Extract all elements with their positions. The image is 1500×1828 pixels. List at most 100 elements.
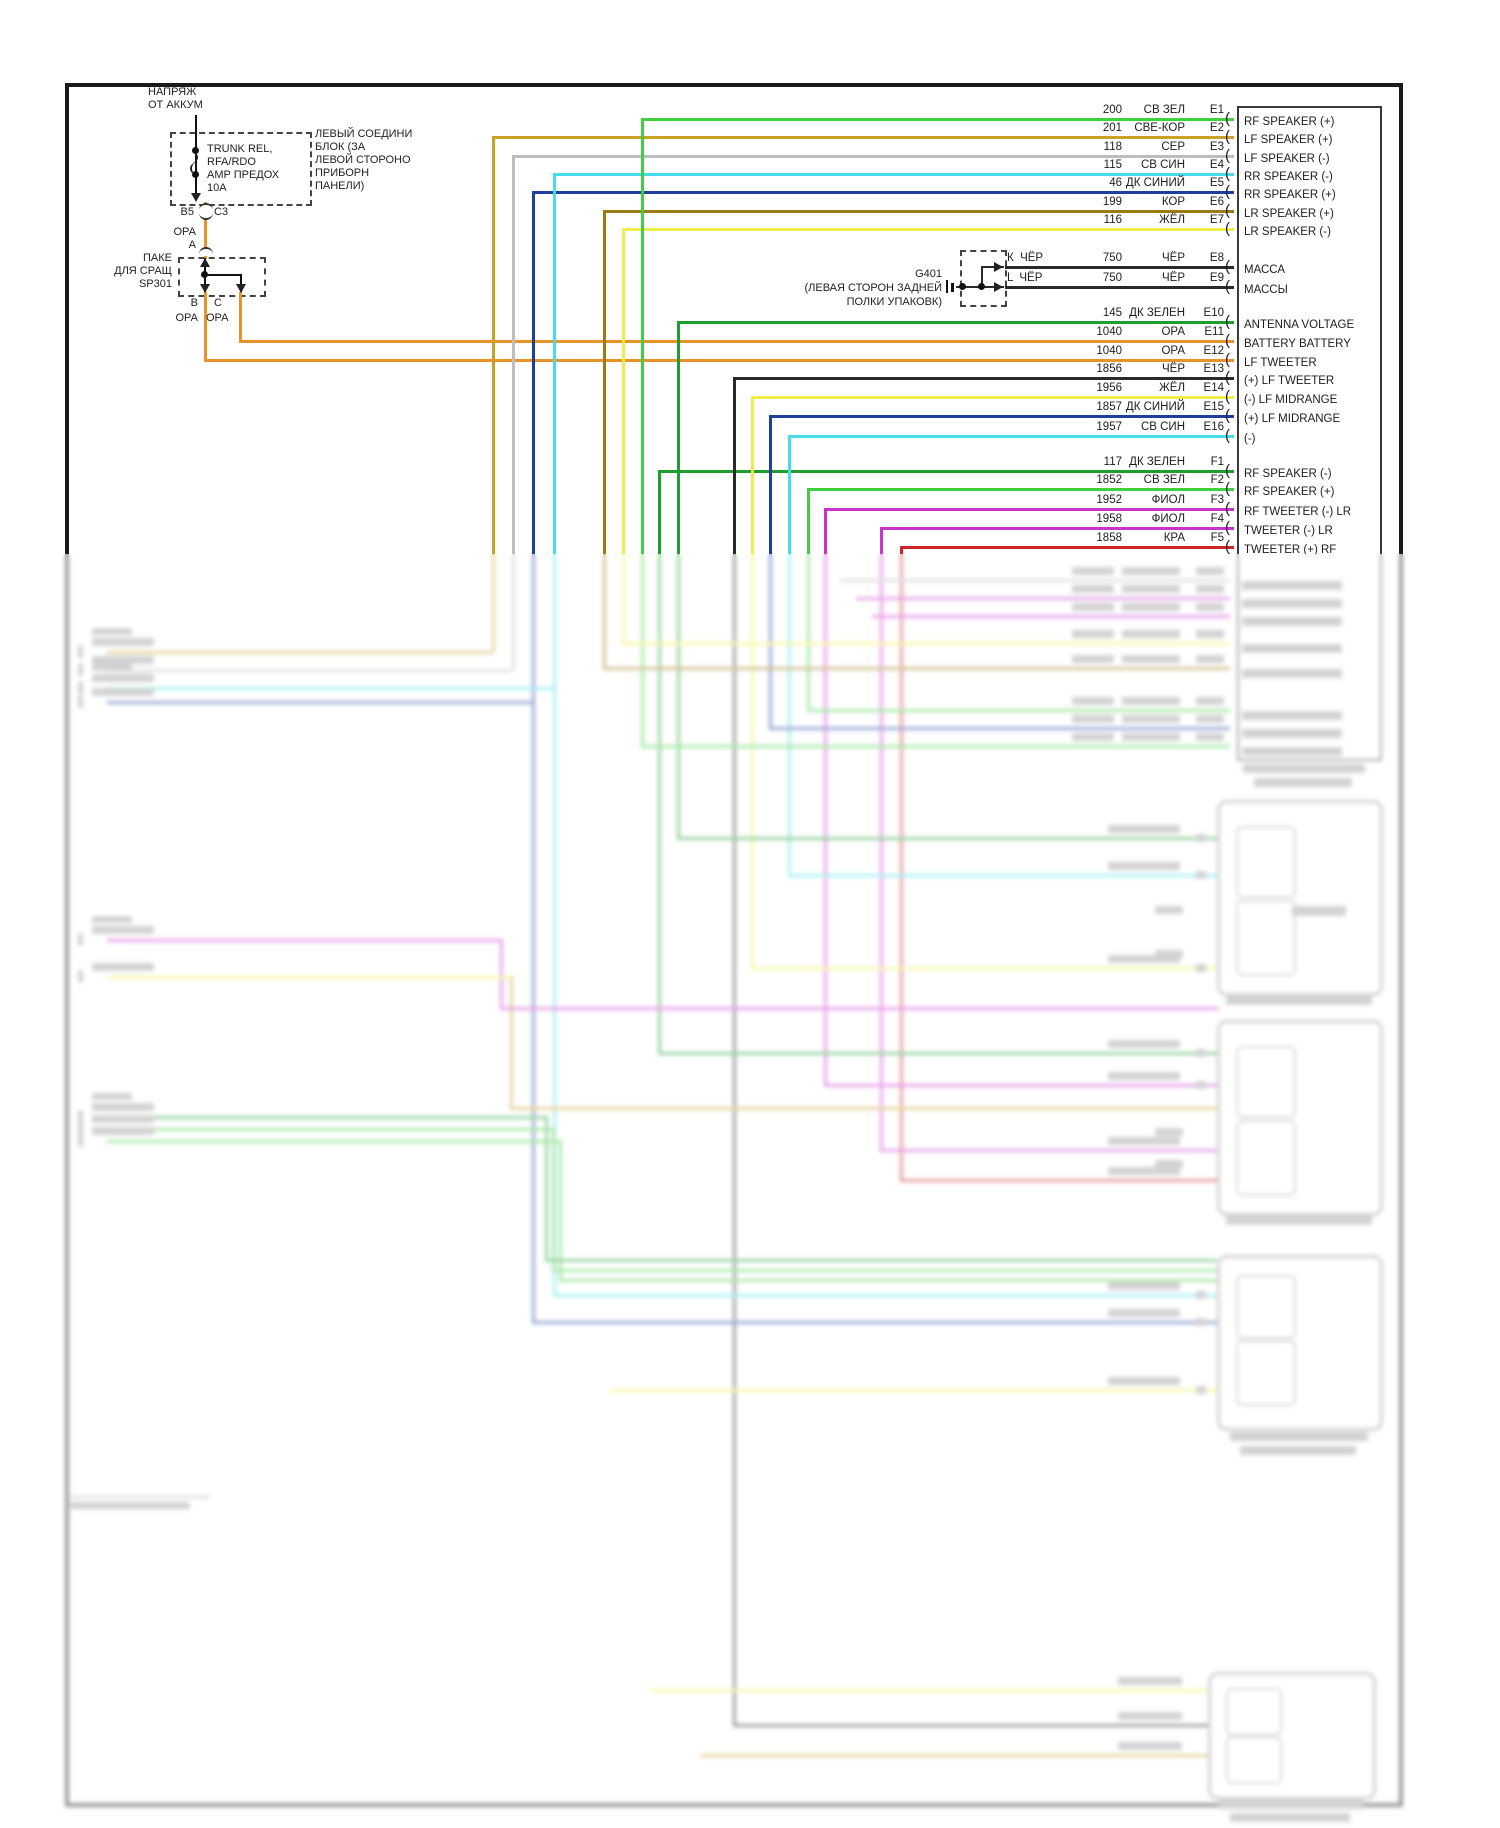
wire-color-name: ЧЁР	[1161, 272, 1185, 284]
wire-color-name: СВ СИН	[1140, 159, 1185, 171]
wire-segment	[239, 292, 242, 341]
wire-color-name: ЖЁЛ	[1159, 382, 1185, 394]
connector-row: 1956 ЖЁЛ E14 ( (-) LF MIDRANGE	[0, 382, 1500, 412]
wire-number: 750	[1102, 252, 1122, 264]
wire-segment	[677, 321, 1234, 324]
wire-number: 1040	[1096, 326, 1122, 338]
pin-bracket: (	[1225, 332, 1230, 349]
wire-segment	[641, 118, 644, 746]
pin-id: E6	[1209, 196, 1224, 208]
fuse-dot-top	[192, 147, 199, 154]
wire-number: 115	[1103, 159, 1122, 171]
connector-row: 199 КОР E6 ( LR SPEAKER (+)	[0, 196, 1500, 226]
splice-arrow-up	[200, 258, 210, 267]
connector-row: L ЧЁР 750 ЧЁР E9 ( МАССЫ	[0, 272, 1500, 302]
wire-segment	[553, 173, 1234, 176]
connector-row: 46 ДК СИНИЙ E5 ( RR SPEAKER (+)	[0, 177, 1500, 207]
wire-color-name: ДК СИНИЙ	[1125, 177, 1185, 189]
wire-segment	[1005, 266, 1234, 269]
connector-row: 1957 СВ СИН E16 ( (-)	[0, 421, 1500, 451]
pin-id: F4	[1210, 513, 1224, 525]
pin-id: E11	[1204, 326, 1224, 338]
wire-number: 118	[1103, 141, 1122, 153]
pin-id: E2	[1209, 122, 1224, 134]
wire-segment	[603, 210, 1234, 213]
wire-color-name: ДК ЗЕЛЕН	[1129, 307, 1185, 319]
pin-bracket: (	[1225, 220, 1230, 237]
pin-bracket: (	[1225, 258, 1230, 275]
pin-bracket: (	[1225, 313, 1230, 330]
connector-row: 118 СЕР E3 ( LF SPEAKER (-)	[0, 141, 1500, 171]
row-ground-prefix: К ЧЁР	[1007, 252, 1044, 264]
wire-number: 1956	[1096, 382, 1122, 394]
junction-label-line1: ЛЕВЫЙ СОЕДИНИ	[315, 128, 413, 140]
pin-bracket: (	[1225, 538, 1230, 555]
pin-bracket: (	[1225, 500, 1230, 517]
connector-row: 1952 ФИОЛ F3 ( RF TWEETER (-) LR	[0, 494, 1500, 524]
wire-number: 1857	[1096, 401, 1122, 413]
wire-number: 1957	[1096, 421, 1122, 433]
connector-row: 1856 ЧЁР E13 ( (+) LF TWEETER	[0, 363, 1500, 393]
connector-row: К ЧЁР 750 ЧЁР E8 ( МАССА	[0, 252, 1500, 282]
pin-id: F1	[1210, 456, 1224, 468]
wire-number: 201	[1102, 122, 1122, 134]
ground-arrow-k	[994, 262, 1003, 272]
pin-bracket: (	[1225, 351, 1230, 368]
wire-number: 1040	[1096, 345, 1122, 357]
junction-label-line2: БЛОК (ЗА	[315, 141, 366, 153]
wire-color-name: СЕР	[1161, 141, 1185, 153]
pin-function-label: LF TWEETER	[1244, 357, 1317, 369]
pin-function-label: (+) LF TWEETER	[1244, 375, 1335, 387]
wire-number: 750	[1102, 272, 1122, 284]
splice-arrow-down-left	[200, 284, 210, 293]
connector-row: 115 СВ СИН E4 ( RR SPEAKER (-)	[0, 159, 1500, 189]
pin-c3-label: C3	[214, 206, 229, 218]
pin-b5-label: B5	[180, 206, 194, 218]
wire-color-name: ФИОЛ	[1151, 494, 1185, 506]
connector-row: 1040 ОРА E11 ( BATTERY BATTERY	[0, 326, 1500, 356]
connector-rows-layer: 200 СВ ЗЕЛ E1 ( RF SPEAKER (+) 201 СВЕ-К…	[0, 0, 1500, 600]
wire-color-name: ДК ЗЕЛЕН	[1129, 456, 1185, 468]
fuse-element-curve-top	[188, 152, 198, 163]
ground-id-label: G401	[915, 268, 942, 280]
wire-color-name: ЧЁР	[1161, 252, 1185, 264]
wire-color-name: СВ ЗЕЛ	[1143, 104, 1185, 116]
pin-bracket: (	[1225, 407, 1230, 424]
pin-function-label: МАССА	[1244, 264, 1286, 276]
wire-color-name: КРА	[1163, 532, 1185, 544]
ground-symbol-bar2	[951, 283, 954, 292]
ground-box	[960, 250, 1007, 307]
wire-color-name: КОР	[1161, 196, 1185, 208]
wire-segment	[824, 508, 1234, 511]
connector-row: 201 СВЕ-КОР E2 ( LF SPEAKER (+)	[0, 122, 1500, 152]
wire-number: 145	[1102, 307, 1122, 319]
wire-segment	[807, 488, 1234, 491]
junction-label-line3: ЛЕВОЙ СТОРОНО	[315, 154, 411, 166]
fuse-label-line2: RFA/RDO	[207, 156, 256, 168]
wire-number: 1958	[1096, 513, 1122, 525]
wire-number: 1856	[1096, 363, 1122, 375]
ground-location-line1: (ЛЕВАЯ СТОРОН ЗАДНЕЙ	[804, 282, 942, 294]
connector-row: 1958 ФИОЛ F4 ( TWEETER (-) LR	[0, 513, 1500, 543]
wire-number: 46	[1109, 177, 1122, 189]
pin-function-label: (-)	[1244, 433, 1256, 445]
wire-segment	[204, 359, 1234, 362]
wire-segment	[622, 228, 1234, 231]
wire-color-name: СВЕ-КОР	[1134, 122, 1185, 134]
pin-function-label: RR SPEAKER (-)	[1244, 171, 1333, 183]
junction-label-line5: ПАНЕЛИ)	[315, 180, 365, 192]
splice-label-line1: ПАКЕ	[143, 252, 172, 264]
wire-color-name: ОРА	[1161, 326, 1185, 338]
pin-bracket: (	[1225, 110, 1230, 127]
wire-number: 200	[1102, 104, 1122, 116]
pin-function-label: TWEETER (-) LR	[1244, 525, 1333, 537]
wire-color-name: ЧЁР	[1161, 363, 1185, 375]
row-ground-prefix: L ЧЁР	[1007, 272, 1043, 284]
fuse-element-curve-bottom	[190, 163, 200, 174]
pin-function-label: RF SPEAKER (+)	[1244, 486, 1335, 498]
pin-bracket: (	[1225, 202, 1230, 219]
splice-dot	[201, 271, 208, 278]
fuse-box	[170, 132, 312, 206]
pin-function-label: RF SPEAKER (-)	[1244, 468, 1332, 480]
fuse-label-line3: AMP ПРЕДОХ	[207, 169, 280, 181]
